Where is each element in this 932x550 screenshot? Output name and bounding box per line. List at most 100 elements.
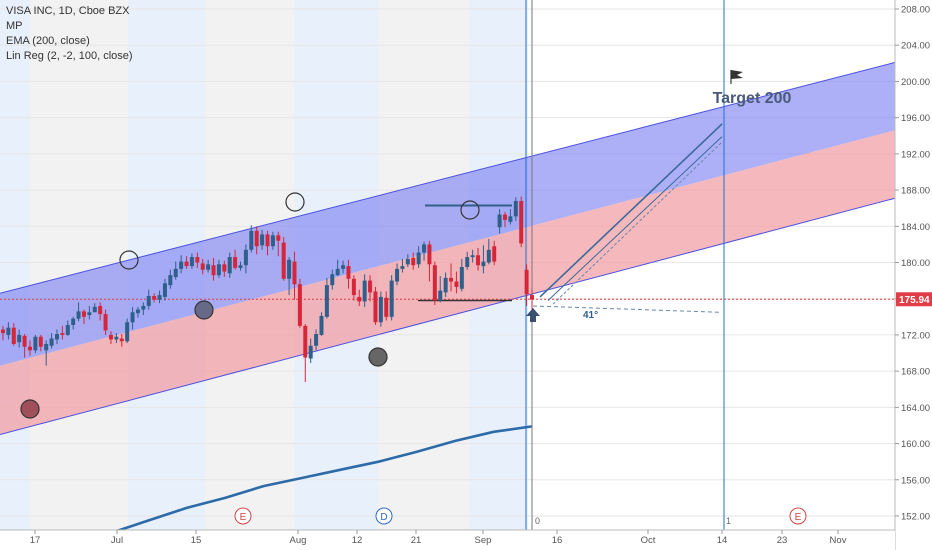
x-tick-label: 17	[30, 535, 41, 546]
candle-body	[33, 336, 38, 351]
upper-channel-band	[0, 62, 895, 366]
candle-body	[60, 333, 65, 335]
chart-legend: VISA INC, 1D, Cboe BZX MP EMA (200, clos…	[6, 4, 133, 64]
candle-body	[341, 265, 346, 269]
candle-body	[108, 334, 113, 340]
candle-body	[152, 295, 157, 300]
x-tick-label: 15	[191, 535, 202, 546]
y-tick-label: 160.00	[901, 439, 930, 450]
candle-body	[513, 200, 518, 217]
candle-body	[330, 274, 335, 286]
candle-body	[481, 261, 486, 267]
candle-body	[303, 325, 308, 358]
candle-body	[168, 275, 173, 286]
candle-body	[81, 311, 86, 317]
candle-body	[103, 314, 108, 331]
candle-body	[519, 200, 524, 244]
candle-body	[195, 257, 200, 263]
candle-body	[476, 255, 481, 266]
candle-body	[432, 265, 437, 301]
lower-channel-line	[0, 197, 896, 436]
candle-body	[297, 284, 302, 326]
candle-body	[270, 235, 275, 247]
candle-body	[497, 214, 502, 228]
angle-label: 41°	[583, 310, 598, 321]
x-tick-label: 21	[411, 535, 422, 546]
candle-body	[222, 264, 227, 272]
candle-body	[254, 230, 259, 247]
candle-body	[378, 296, 383, 323]
candle-body	[438, 290, 443, 301]
candle-body	[87, 312, 92, 316]
trend-channel-mid	[552, 141, 723, 305]
candlestick-series	[1, 196, 534, 383]
candle-body	[470, 255, 475, 258]
x-tick-label: Oct	[641, 535, 656, 546]
legend-mp[interactable]: MP	[6, 20, 23, 32]
x-tick-label: 23	[777, 535, 788, 546]
mp-dot-marker	[368, 347, 388, 367]
candle-body	[146, 295, 151, 306]
session-stripe	[0, 0, 30, 530]
candle-body	[27, 346, 32, 351]
candle-body	[265, 234, 270, 247]
candle-body	[157, 295, 162, 300]
candle-body	[92, 306, 97, 313]
candle-body	[1, 329, 5, 334]
legend-ema[interactable]: EMA (200, close)	[6, 35, 90, 47]
ema-200-path	[109, 425, 533, 535]
x-tick-label: 12	[352, 535, 363, 546]
earnings-marker-circle	[789, 507, 807, 525]
annotations[interactable]: Target 200 41° E D E 0 1	[20, 70, 807, 526]
candle-body	[449, 277, 454, 282]
last-price-tag	[896, 292, 932, 307]
candle-body	[11, 327, 16, 344]
candle-body	[125, 322, 130, 342]
candle-body	[38, 336, 43, 347]
candle-body	[459, 267, 464, 289]
candle-body	[44, 343, 49, 351]
trend-channel-upper	[547, 136, 723, 301]
y-tick-label: 152.00	[901, 512, 930, 523]
y-tick-label: 208.00	[901, 5, 930, 16]
candle-body	[422, 244, 427, 253]
candle-body	[427, 244, 432, 265]
candle-body	[238, 265, 243, 268]
dividend-marker-circle	[375, 507, 393, 525]
candle-body	[492, 246, 497, 262]
candle-body	[276, 235, 281, 241]
flag-icon	[731, 70, 743, 79]
candle-body	[319, 315, 324, 335]
candle-body	[71, 318, 76, 325]
candle-body	[324, 285, 329, 317]
candle-body	[216, 264, 221, 276]
earnings-marker-circle	[234, 507, 252, 525]
candle-body	[362, 280, 367, 302]
trend-projection-line	[539, 123, 723, 298]
legend-symbol[interactable]: VISA INC, 1D, Cboe BZX	[6, 5, 130, 17]
candle-body	[368, 280, 373, 293]
candle-body	[400, 266, 405, 269]
last-price-label: 175.94	[899, 295, 930, 306]
y-tick-label: 188.00	[901, 186, 930, 197]
candle-body	[351, 278, 356, 296]
candle-body	[227, 257, 232, 274]
candle-body	[389, 280, 394, 317]
x-tick-label: 14	[717, 535, 728, 546]
mp-dot-marker	[20, 399, 40, 419]
candle-body	[486, 249, 491, 263]
candle-body	[314, 334, 319, 346]
x-tick-label: Aug	[290, 535, 307, 546]
candle-body	[141, 305, 146, 310]
candle-body	[443, 277, 448, 293]
candle-body	[335, 268, 340, 276]
user-drawings[interactable]	[0, 0, 895, 530]
candle-body	[260, 234, 265, 246]
legend-linreg[interactable]: Lin Reg (2, -2, 100, close)	[6, 50, 133, 62]
x-axis-panel	[0, 530, 895, 550]
candle-body	[184, 261, 189, 267]
candle-body	[119, 338, 124, 342]
mp-circle-marker	[460, 200, 480, 220]
